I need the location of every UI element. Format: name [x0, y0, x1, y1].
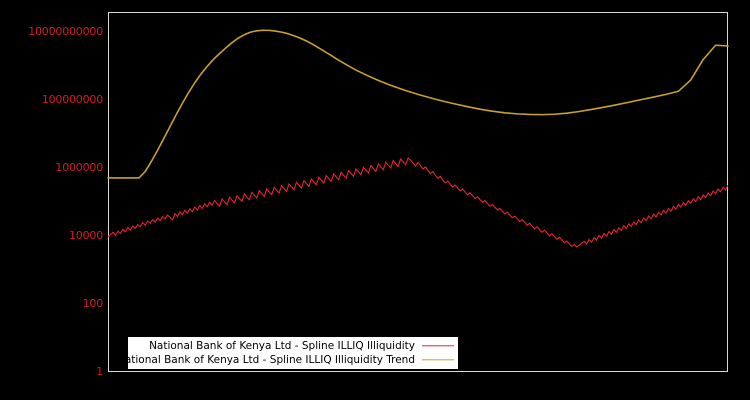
y-axis-tick-label: 10000000000	[28, 25, 103, 39]
y-axis-tick-label: 100	[82, 297, 104, 311]
legend-label-illiquidity: National Bank of Kenya Ltd - Spline ILLI…	[149, 340, 415, 352]
legend-entry-illiquidity: National Bank of Kenya Ltd - Spline ILLI…	[134, 339, 454, 353]
y-axis-tick-label: 10000	[69, 229, 103, 243]
series-line-trend	[107, 29, 729, 179]
legend-entry-trend: National Bank of Kenya Ltd - Spline ILLI…	[117, 353, 454, 367]
y-axis-tick-label: 1000000	[55, 161, 103, 175]
plot-area-frame	[108, 12, 728, 372]
y-axis-tick-labels: 10000000000 100000000 1000000 10000 100 1	[0, 0, 103, 400]
series-line-illiquidity	[107, 157, 729, 248]
series-group	[107, 29, 729, 248]
chart-legend: National Bank of Kenya Ltd - Spline ILLI…	[117, 337, 458, 369]
legend-swatch-trend	[422, 355, 454, 365]
y-axis-tick-label: 100000000	[41, 93, 103, 107]
legend-label-trend: National Bank of Kenya Ltd - Spline ILLI…	[116, 354, 415, 366]
y-axis-tick-label: 1	[96, 365, 103, 378]
legend-swatch-illiquidity	[422, 341, 454, 351]
